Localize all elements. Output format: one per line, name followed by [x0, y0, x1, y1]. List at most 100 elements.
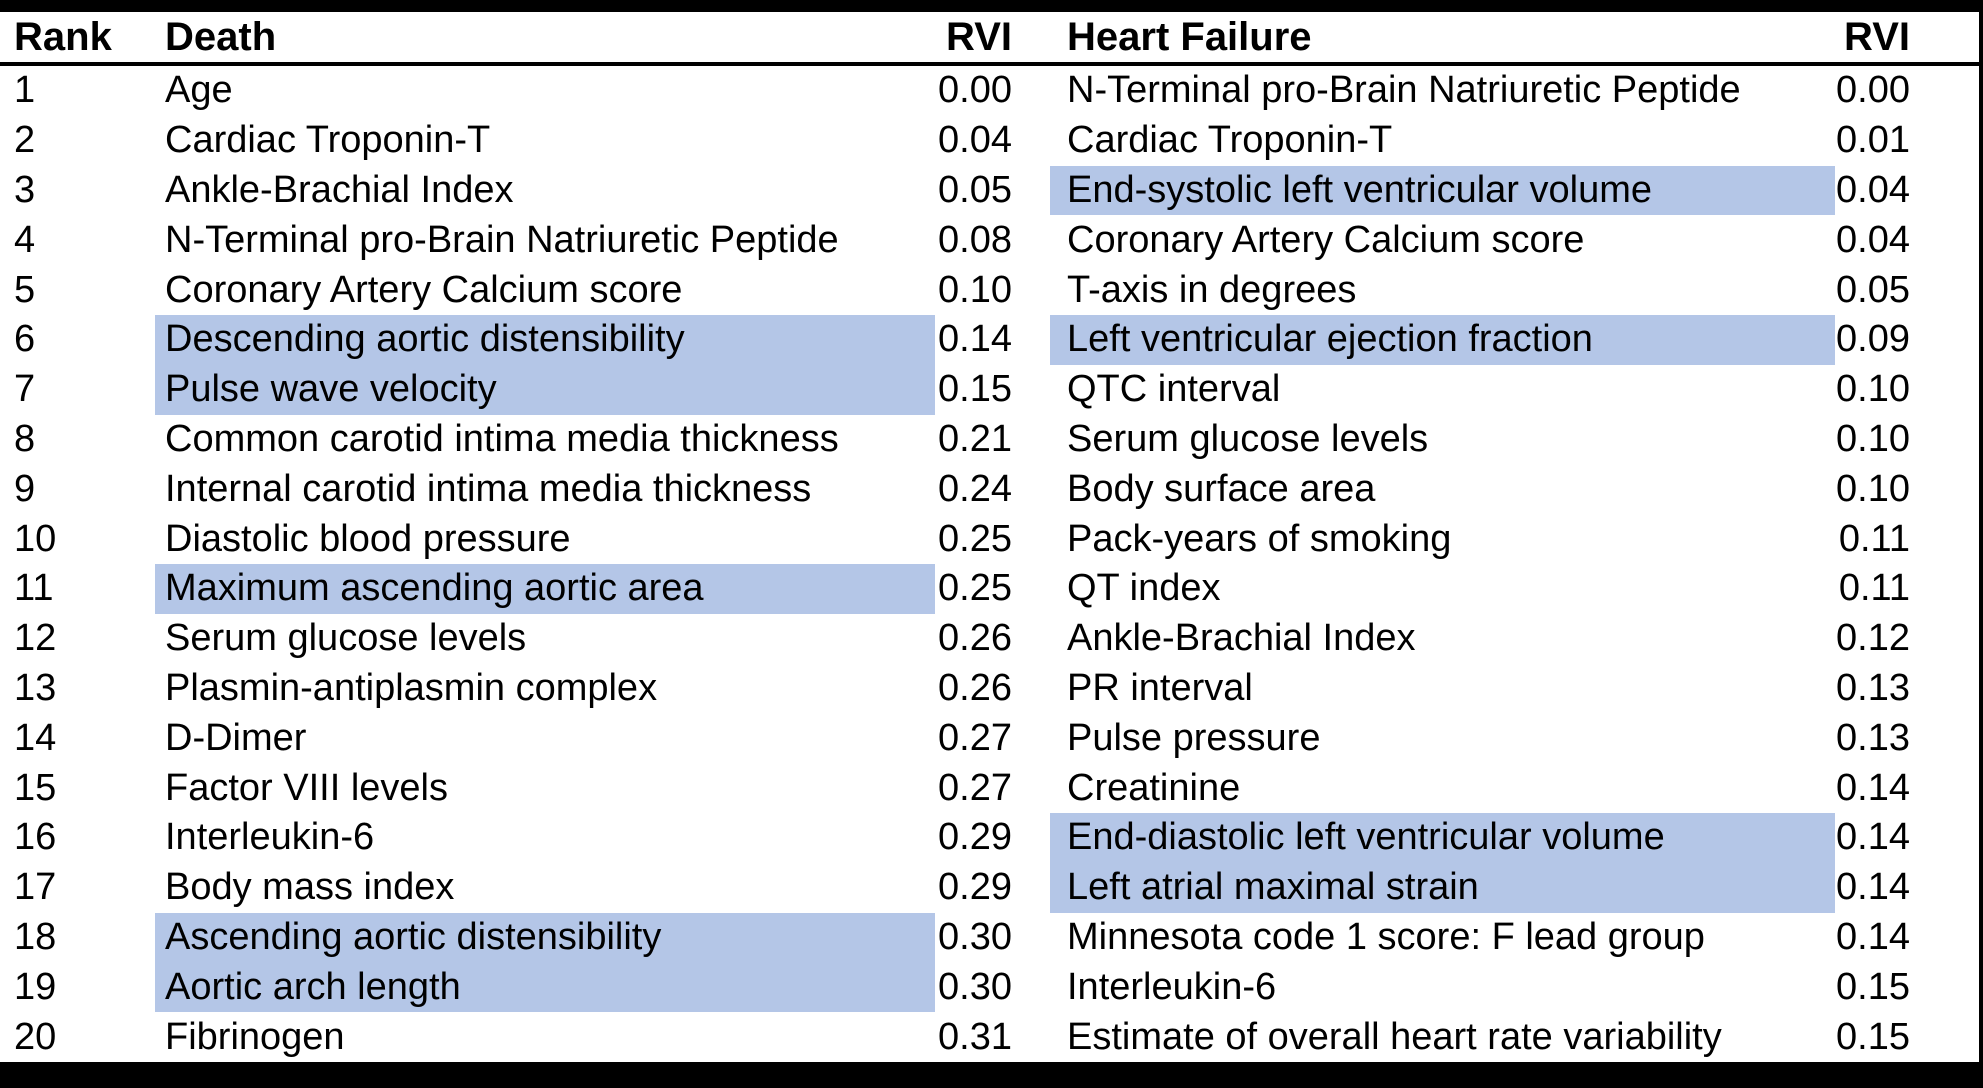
heart-failure-rvi-cell: 0.11: [1838, 567, 1910, 610]
table-top-rule: [0, 0, 1983, 12]
death-rvi-cell: 0.04: [938, 119, 1012, 162]
heart-failure-rvi-cell: 0.09: [1836, 318, 1910, 361]
table-row: 3 Ankle-Brachial Index 0.05 End-systolic…: [0, 165, 1979, 216]
heart-failure-feature-cell: Estimate of overall heart rate variabili…: [1067, 1015, 1722, 1058]
death-feature-cell: Pulse wave velocity: [155, 364, 935, 415]
rank-cell: 10: [14, 517, 57, 560]
table-row: 13 Plasmin-antiplasmin complex 0.26 PR i…: [0, 664, 1979, 714]
death-rvi-cell: 0.25: [938, 567, 1012, 610]
row-spacer: [1910, 763, 1979, 813]
row-spacer: [1910, 713, 1979, 763]
heart-failure-rvi-cell: 0.13: [1836, 666, 1910, 709]
death-rvi-cell: 0.27: [938, 716, 1012, 759]
rank-cell: 9: [14, 467, 36, 510]
row-spacer: [1910, 514, 1979, 564]
heart-failure-rvi-cell: 0.01: [1836, 119, 1910, 162]
death-feature-cell: Age: [165, 69, 233, 112]
rank-cell: 1: [14, 69, 36, 112]
death-rvi-cell: 0.31: [938, 1015, 1012, 1058]
rank-cell: 7: [14, 368, 36, 411]
heart-failure-feature-cell: Left atrial maximal strain: [1050, 862, 1835, 913]
table-row: 10 Diastolic blood pressure 0.25 Pack-ye…: [0, 514, 1979, 564]
heart-failure-feature-cell: Pulse pressure: [1067, 716, 1321, 759]
death-rvi-cell: 0.29: [938, 866, 1012, 909]
death-rvi-cell: 0.10: [938, 268, 1012, 311]
row-spacer: [1910, 614, 1979, 664]
table-bottom-rule: [0, 1062, 1983, 1088]
death-feature-cell: Factor VIII levels: [165, 766, 448, 809]
death-rvi-cell: 0.30: [938, 965, 1012, 1008]
rank-cell: 2: [14, 119, 36, 162]
heart-failure-rvi-cell: 0.12: [1836, 617, 1910, 660]
heart-failure-rvi-cell: 0.10: [1836, 467, 1910, 510]
rank-cell: 12: [14, 617, 57, 660]
death-rvi-cell: 0.27: [938, 766, 1012, 809]
rank-cell: 8: [14, 417, 36, 460]
rank-cell: 13: [14, 666, 57, 709]
table-row: 16 Interleukin-6 0.29 End-diastolic left…: [0, 812, 1979, 863]
row-spacer: [1910, 1012, 1979, 1062]
death-feature-cell: Descending aortic distensibility: [155, 314, 935, 365]
heart-failure-feature-cell: PR interval: [1067, 666, 1253, 709]
row-spacer: [1910, 116, 1979, 166]
heart-failure-feature-cell: Interleukin-6: [1067, 965, 1277, 1008]
heart-failure-feature-cell: Left ventricular ejection fraction: [1050, 314, 1835, 365]
heart-failure-column-header: Heart Failure: [1067, 14, 1312, 59]
rank-cell: 5: [14, 268, 36, 311]
heart-failure-feature-cell: QT index: [1067, 567, 1221, 610]
table-body: 1 Age 0.00 N-Terminal pro-Brain Natriure…: [0, 66, 1979, 1062]
heart-failure-feature-cell: T-axis in degrees: [1067, 268, 1357, 311]
heart-failure-feature-cell: Coronary Artery Calcium score: [1067, 218, 1585, 261]
heart-failure-rvi-cell: 0.10: [1836, 417, 1910, 460]
death-feature-cell: Fibrinogen: [165, 1015, 345, 1058]
death-feature-cell: N-Terminal pro-Brain Natriuretic Peptide: [165, 218, 839, 261]
table-row: 15 Factor VIII levels 0.27 Creatinine 0.…: [0, 763, 1979, 813]
death-feature-cell: Diastolic blood pressure: [165, 517, 571, 560]
heart-failure-rvi-cell: 0.00: [1836, 69, 1910, 112]
heart-failure-feature-cell: End-systolic left ventricular volume: [1050, 165, 1835, 216]
row-spacer: [1910, 315, 1979, 365]
rank-cell: 20: [14, 1015, 57, 1058]
row-spacer: [1910, 464, 1979, 514]
death-rvi-cell: 0.21: [938, 417, 1012, 460]
heart-failure-feature-cell: Cardiac Troponin-T: [1067, 119, 1393, 162]
table-row: 6 Descending aortic distensibility 0.14 …: [0, 314, 1979, 365]
row-spacer: [1910, 813, 1979, 863]
heart-failure-rvi-cell: 0.14: [1836, 915, 1910, 958]
heart-failure-rvi-column-header: RVI: [1844, 14, 1910, 59]
death-rvi-cell: 0.05: [938, 168, 1012, 211]
heart-failure-feature-cell: Creatinine: [1067, 766, 1241, 809]
heart-failure-feature-cell: N-Terminal pro-Brain Natriuretic Peptide: [1067, 69, 1741, 112]
row-spacer: [1910, 265, 1979, 315]
rank-cell: 3: [14, 168, 36, 211]
rank-cell: 17: [14, 866, 57, 909]
row-spacer: [1910, 365, 1979, 415]
rank-cell: 4: [14, 218, 36, 261]
table-row: 11 Maximum ascending aortic area 0.25 QT…: [0, 563, 1979, 614]
death-column-header: Death: [165, 14, 277, 59]
table-row: 14 D-Dimer 0.27 Pulse pressure 0.13: [0, 713, 1979, 763]
row-spacer: [1910, 564, 1979, 614]
heart-failure-rvi-cell: 0.14: [1836, 866, 1910, 909]
table-row: 8 Common carotid intima media thickness …: [0, 415, 1979, 465]
table-row: 1 Age 0.00 N-Terminal pro-Brain Natriure…: [0, 66, 1979, 116]
death-feature-cell: Plasmin-antiplasmin complex: [165, 666, 658, 709]
death-rvi-cell: 0.29: [938, 816, 1012, 859]
rank-cell: 15: [14, 766, 57, 809]
table-row: 4 N-Terminal pro-Brain Natriuretic Pepti…: [0, 215, 1979, 265]
death-rvi-cell: 0.30: [938, 915, 1012, 958]
row-spacer: [1910, 962, 1979, 1012]
heart-failure-feature-cell: Body surface area: [1067, 467, 1376, 510]
heart-failure-rvi-cell: 0.04: [1836, 168, 1910, 211]
table-row: 12 Serum glucose levels 0.26 Ankle-Brach…: [0, 614, 1979, 664]
rank-cell: 14: [14, 716, 57, 759]
table-row: 17 Body mass index 0.29 Left atrial maxi…: [0, 862, 1979, 913]
death-rvi-cell: 0.26: [938, 666, 1012, 709]
table-right-rule: [1979, 0, 1983, 1088]
heart-failure-feature-cell: Minnesota code 1 score: F lead group: [1067, 915, 1705, 958]
death-rvi-cell: 0.26: [938, 617, 1012, 660]
rank-column-header: Rank: [14, 14, 112, 59]
death-feature-cell: Interleukin-6: [165, 816, 375, 859]
row-spacer: [1910, 66, 1979, 116]
